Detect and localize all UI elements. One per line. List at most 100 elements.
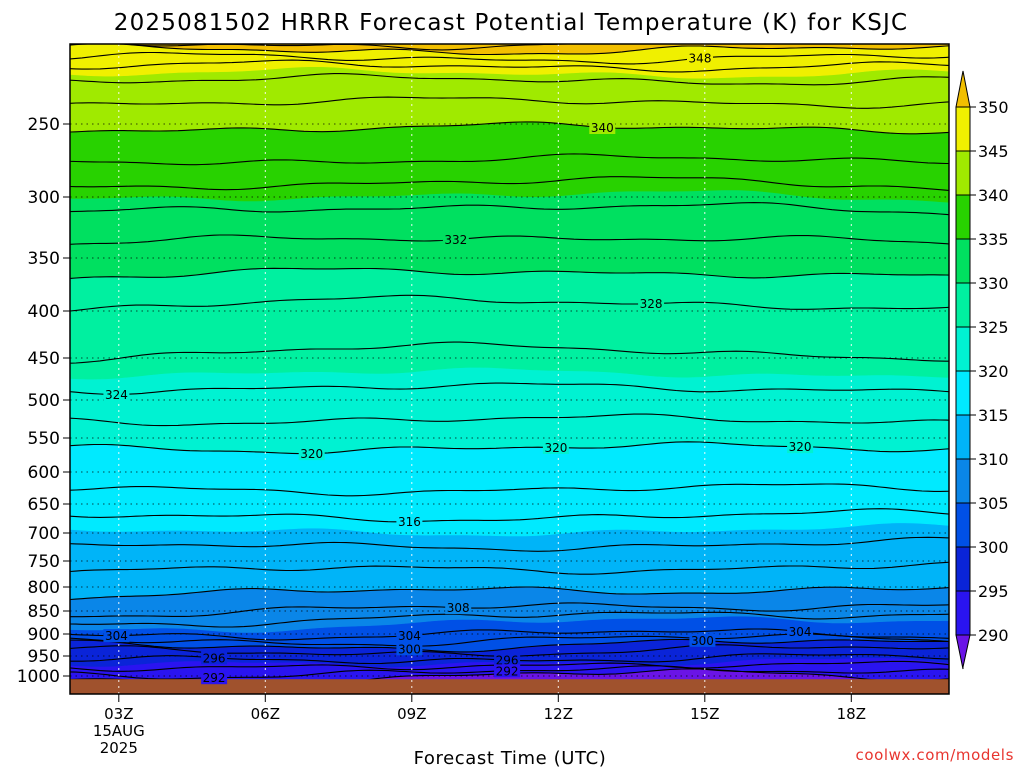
contour-label-bg (638, 297, 665, 311)
colorbar-box (955, 502, 971, 548)
colorbar-label: 295 (978, 582, 1009, 601)
colorbar-label: 310 (978, 450, 1009, 469)
contour-label-bg (103, 388, 130, 401)
y-tick-label: 350 (28, 249, 60, 269)
colorbar-label: 290 (978, 626, 1009, 645)
y-tick-label: 500 (28, 391, 60, 411)
colorbar-box (955, 326, 971, 372)
y-tick-label: 1000 (17, 667, 60, 687)
y-tick-label: 750 (28, 552, 60, 572)
y-tick-label: 400 (28, 302, 60, 322)
contour-312 (70, 561, 949, 575)
contour-314 (70, 536, 949, 552)
contour-332 (70, 234, 949, 245)
colorbar-box (955, 370, 971, 416)
colorbar-label: 305 (978, 494, 1009, 513)
contour-label-bg (445, 601, 472, 615)
x-tick-sublabel: 15AUG (93, 722, 145, 740)
contour-328 (70, 294, 949, 312)
colorbar-box (955, 194, 971, 240)
contour-label-bg (494, 664, 521, 678)
colorbar-box (955, 282, 971, 328)
contour-label-bg (396, 629, 423, 643)
contour-label-bg (787, 625, 814, 639)
contour-336 (70, 176, 949, 191)
colorbar-label: 330 (978, 274, 1009, 293)
contour-348 (70, 51, 949, 65)
x-axis-label: Forecast Time (UTC) (414, 748, 607, 768)
contour-label-bg (298, 447, 325, 461)
colorbar-upper-arrow (955, 70, 971, 108)
contour-324 (70, 382, 949, 395)
contour-label: 300 (691, 634, 714, 648)
contour-label: 320 (789, 440, 812, 454)
colorbar-box (955, 458, 971, 504)
x-tick-label: 15Z (690, 705, 719, 723)
y-tick-label: 950 (28, 647, 60, 667)
contour-label-bg (787, 440, 814, 454)
colorbar-label: 300 (978, 538, 1009, 557)
contour-308 (70, 602, 949, 618)
colorbar-label: 320 (978, 362, 1009, 381)
x-tick-label: 12Z (544, 705, 573, 723)
contour-label: 332 (444, 233, 467, 247)
colorbar-label: 340 (978, 186, 1009, 205)
colorbar-box (955, 546, 971, 592)
theta-band-320-325 (70, 366, 949, 454)
y-tick-label: 850 (28, 602, 60, 622)
y-tick-label: 550 (28, 429, 60, 449)
contour-300 (70, 638, 949, 653)
contour-350 (70, 44, 949, 56)
contour-label-bg (201, 671, 228, 685)
x-tick-label: 18Z (837, 705, 866, 723)
color-fill-layer (70, 44, 949, 694)
colorbar: 290 295 300 305 310 315 320 325 330 335 340 345 350 (955, 70, 1009, 670)
contour-label-bg (542, 441, 569, 454)
contour-label: 296 (203, 651, 226, 665)
y-tick-label: 900 (28, 625, 60, 645)
contour-label: 348 (689, 52, 712, 66)
colorbar-label: 325 (978, 318, 1009, 337)
y-tick-label: 700 (28, 524, 60, 544)
contour-344 (70, 73, 949, 86)
plot-frame (69, 43, 950, 695)
y-tick-label: 800 (28, 578, 60, 598)
theta-band-330-335 (70, 189, 949, 279)
contour-316 (70, 508, 949, 523)
contour-label: 304 (398, 629, 421, 643)
contour-label: 320 (544, 441, 567, 455)
theta-band-335-340 (70, 121, 949, 203)
contour-label: 292 (496, 664, 519, 678)
colorbar-box (955, 150, 971, 196)
contour-label-bg (103, 629, 130, 643)
contour-326 (70, 341, 949, 364)
y-tick-label: 250 (28, 115, 60, 135)
contour-label-bg (442, 233, 469, 247)
contour-label: 340 (591, 121, 614, 135)
x-tick-sublabel: 2025 (100, 739, 138, 757)
contour-label: 304 (789, 625, 812, 639)
contour-330 (70, 267, 949, 279)
contour-346 (70, 59, 949, 73)
colorbar-box (955, 238, 971, 284)
contour-340 (70, 121, 949, 135)
contour-label-bg (687, 51, 713, 65)
contour-label: 300 (398, 642, 421, 656)
contour-label-bg (494, 653, 521, 667)
colorbar-label: 315 (978, 406, 1009, 425)
contour-322 (70, 413, 949, 427)
y-tick-label: 600 (28, 463, 60, 483)
colorbar-box (955, 106, 971, 152)
colorbar-lower-arrow (955, 634, 971, 670)
y-axis: 250 300 350 400 450 500 550 600 650 700 750 800 850 9… (17, 115, 70, 687)
contour-label: 292 (203, 671, 226, 685)
contour-318 (70, 483, 949, 497)
contour-label: 316 (398, 515, 421, 529)
contour-label-bg (396, 515, 423, 529)
contour-label-bg (689, 633, 716, 647)
colorbar-label: 335 (978, 230, 1009, 249)
contour-338 (70, 153, 949, 166)
contour-342 (70, 96, 949, 109)
